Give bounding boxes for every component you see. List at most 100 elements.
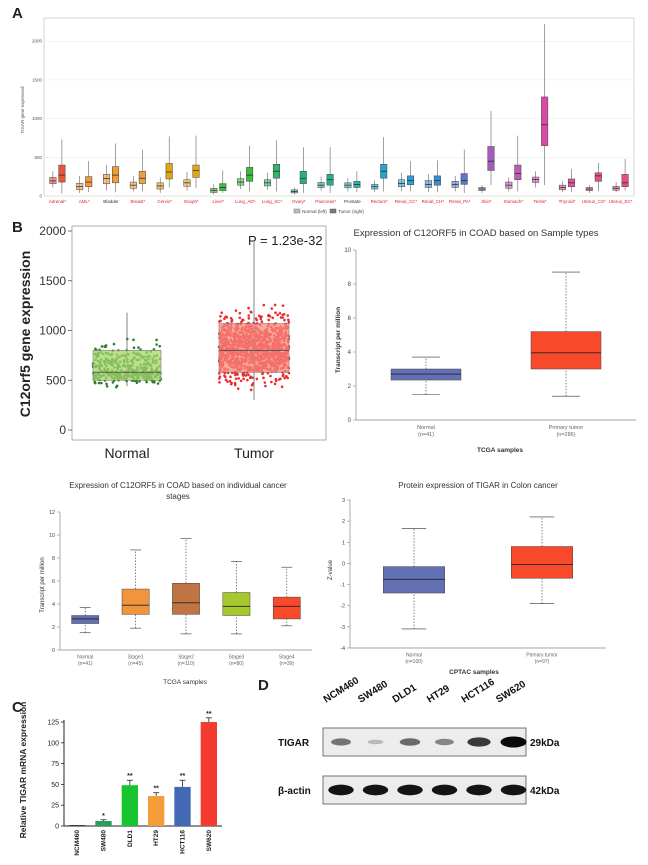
panel-d-band: [466, 784, 492, 796]
panel-b1-point: [261, 372, 264, 376]
panel-a-xtick: Skin*: [481, 199, 492, 204]
y-tick-label: 8: [348, 282, 352, 288]
panel-b1-point: [255, 318, 259, 322]
panel-c-xtick: DLD1: [127, 830, 134, 847]
panel-a-box: [541, 96, 549, 146]
panel-d-blot-strip: [322, 775, 527, 805]
panel-d-lane-label: SW480: [356, 679, 390, 706]
panel-b1-point: [262, 376, 265, 380]
panel-c-significance: **: [180, 773, 186, 780]
panel-b1-point: [257, 314, 261, 318]
panel-b3-title-line1: Expression of C12ORF5 in COAD based on i…: [69, 481, 287, 490]
panel-b1-point: [268, 315, 272, 318]
panel-a-box: [58, 164, 66, 183]
panel-b1-point: [285, 375, 288, 378]
panel-b1-point: [287, 318, 290, 322]
legend-swatch-normal: [293, 208, 301, 214]
panel-c-xtick: SW480: [101, 830, 108, 852]
panel-b1-point: [111, 381, 115, 384]
panel-b1-box: [92, 350, 162, 381]
panel-b1-point: [249, 388, 253, 392]
y-tick-label: 8: [52, 556, 55, 562]
panel-d-band: [431, 784, 458, 796]
panel-b-jitter-boxplot: C12orf5 gene expression P = 1.23e-32 0 50…: [17, 224, 327, 461]
panel-b1-point: [229, 375, 232, 379]
y-tick-label: 3: [342, 498, 345, 504]
y-tick-label: 4: [52, 602, 55, 608]
panel-a-box: [165, 163, 173, 180]
panel-d-band: [331, 738, 351, 746]
panel-b1-point: [97, 381, 101, 385]
panel-b1-point: [218, 375, 222, 378]
panel-b1-point: [279, 316, 283, 319]
x-tick-label: Normal: [77, 655, 93, 661]
panel-b3-boxplot: Expression of C12ORF5 in COAD based on i…: [40, 481, 312, 686]
panel-b1-point: [230, 320, 233, 323]
panel-a-box: [85, 176, 93, 187]
panel-letter-d: D: [258, 677, 269, 694]
panel-b1-point: [277, 378, 281, 381]
panel-a-xtick: Renal_CH*: [422, 199, 445, 204]
panel-b1-point: [104, 345, 107, 349]
panel-b1-point: [271, 316, 275, 320]
panel-a-box: [192, 164, 200, 178]
panel-d-row-size: 42kDa: [530, 786, 560, 797]
panel-b1-point: [138, 379, 141, 383]
panel-c-significance: **: [153, 786, 159, 793]
panel-d-lane-label: NCM460: [322, 675, 362, 705]
panel-b1-point: [260, 320, 264, 323]
panel-b1-point: [259, 317, 263, 321]
panel-b1-point: [287, 320, 291, 324]
y-tick-label: 0: [342, 561, 345, 567]
panel-c-bar: [148, 796, 165, 826]
panel-c-significance: **: [127, 773, 133, 780]
panel-b1-point: [234, 309, 238, 312]
legend-label-normal: Normal (left): [302, 209, 327, 214]
panel-a-ytick: 1500: [32, 77, 43, 82]
panel-b1-point: [135, 379, 138, 383]
panel-b1-ytick: 2000: [39, 224, 66, 238]
panel-b1-point: [137, 346, 140, 349]
panel-a-box: [246, 167, 254, 182]
box-iqr: [121, 588, 150, 615]
panel-a-xtick: Thyroid*: [559, 199, 576, 204]
y-tick-label: -3: [340, 625, 345, 631]
panel-c-significance: **: [206, 711, 212, 718]
panel-c-bar: [174, 786, 191, 826]
panel-b1-point: [132, 338, 135, 342]
panel-a-xtick: Ovary*: [292, 199, 306, 204]
panel-c-ytick: 50: [51, 782, 59, 789]
panel-a-xtick: Adrenal*: [49, 199, 67, 204]
panel-b1-point: [286, 314, 290, 317]
panel-b1-point: [247, 314, 251, 317]
panel-a-ytick: 0: [39, 194, 42, 199]
panel-b1-point: [255, 377, 259, 381]
panel-a-xtick: Testis*: [534, 199, 548, 204]
panel-b1-point: [219, 314, 222, 318]
panel-b1-point: [247, 373, 250, 377]
panel-b1-point: [263, 381, 267, 384]
panel-c-barchart: Relative TIGAR mRNA expression 0 25 50 75 10…: [18, 702, 222, 856]
y-tick-label: -4: [340, 646, 345, 652]
box-iqr: [222, 592, 251, 616]
panel-b1-point: [247, 317, 251, 320]
x-tick-label: Stage4: [279, 655, 295, 661]
panel-d-band: [399, 738, 421, 746]
panel-d-row-label: β-actin: [278, 786, 311, 797]
y-tick-label: -2: [340, 604, 345, 610]
panel-letter-c: C: [12, 699, 23, 716]
panel-d-band: [367, 739, 384, 745]
panel-b1-point: [273, 303, 277, 307]
panel-b1-box: [218, 323, 290, 373]
panel-a-box: [219, 183, 227, 191]
panel-a-xtick: Stomach*: [504, 199, 524, 204]
panel-b1-point: [230, 381, 233, 385]
panel-b1-point: [223, 374, 226, 377]
panel-b3-title-line2: stages: [166, 492, 190, 501]
x-tick-count: (n=80): [229, 661, 244, 667]
x-tick-label: Primary tumor: [526, 653, 558, 659]
x-tick-label: Stage3: [228, 655, 244, 661]
panel-b1-point: [237, 377, 241, 380]
panel-b3-ylabel: Transcript per million: [40, 557, 46, 612]
